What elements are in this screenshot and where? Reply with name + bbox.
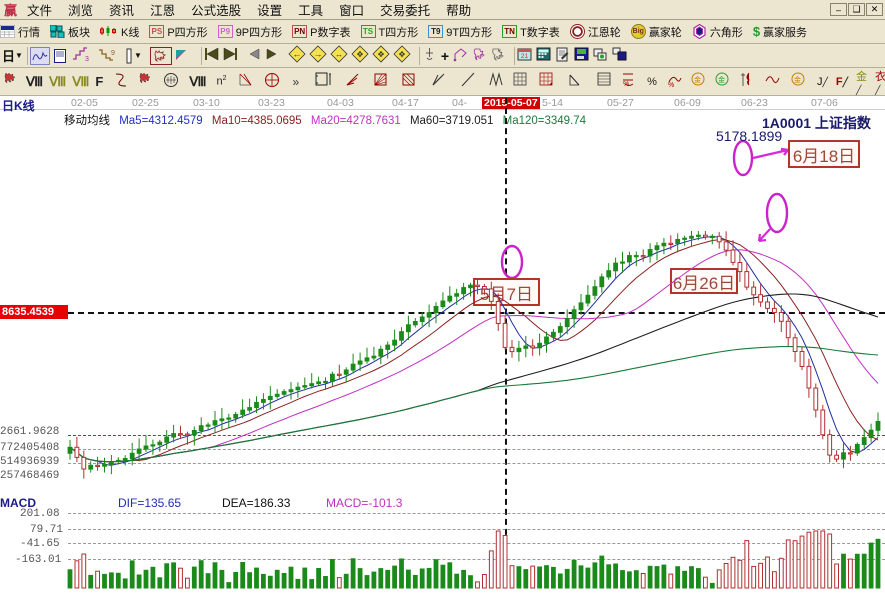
svg-text:↔: ↔ (335, 50, 343, 59)
svg-text:→: → (313, 49, 322, 59)
svg-text:21: 21 (521, 53, 529, 60)
svg-text:9: 9 (111, 50, 115, 57)
svg-text:%: % (623, 81, 629, 88)
svg-text:✥: ✥ (357, 50, 364, 59)
svg-text:✥: ✥ (378, 50, 385, 59)
svg-text:金: 金 (694, 75, 701, 84)
svg-text:←: ← (292, 49, 301, 59)
svg-text:✥: ✥ (399, 50, 406, 59)
svg-text:金: 金 (718, 75, 725, 84)
svg-text:金: 金 (794, 75, 801, 84)
svg-text:%: % (668, 82, 674, 88)
svg-text:3: 3 (85, 56, 89, 62)
